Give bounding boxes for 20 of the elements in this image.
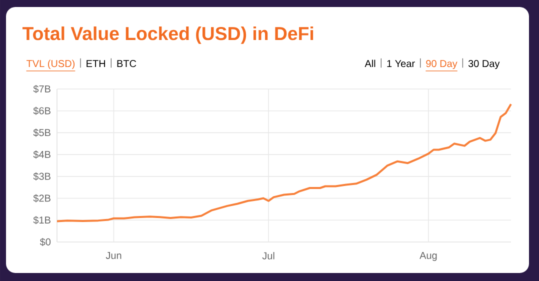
text: TVL (USD) [26, 60, 75, 70]
y-tick-label: $7B [33, 84, 50, 94]
y-tick-label: $2B [33, 194, 50, 202]
y-tick-label: $5B [33, 128, 50, 137]
y-tick-label: $4B [33, 150, 50, 159]
text: BTC [117, 60, 136, 68]
text: 30 Day [468, 60, 500, 70]
text: ETH [86, 60, 106, 67]
y-tick-label: $1B [33, 216, 50, 224]
y-tick-label: $6B [33, 106, 50, 115]
text: 1 Year [387, 60, 415, 68]
line-series [56, 103, 512, 222]
x-tick-label: Aug [420, 252, 437, 261]
text: All [364, 60, 376, 67]
text: 90 Day [426, 60, 458, 70]
y-tick-label: $0 [40, 238, 51, 246]
x-tick-label: Jul [262, 252, 274, 260]
y-tick-label: $3B [33, 172, 50, 180]
x-tick-label: Jun [106, 252, 122, 260]
chart-title: Total Value Locked (USD) in DeFi [22, 26, 314, 44]
